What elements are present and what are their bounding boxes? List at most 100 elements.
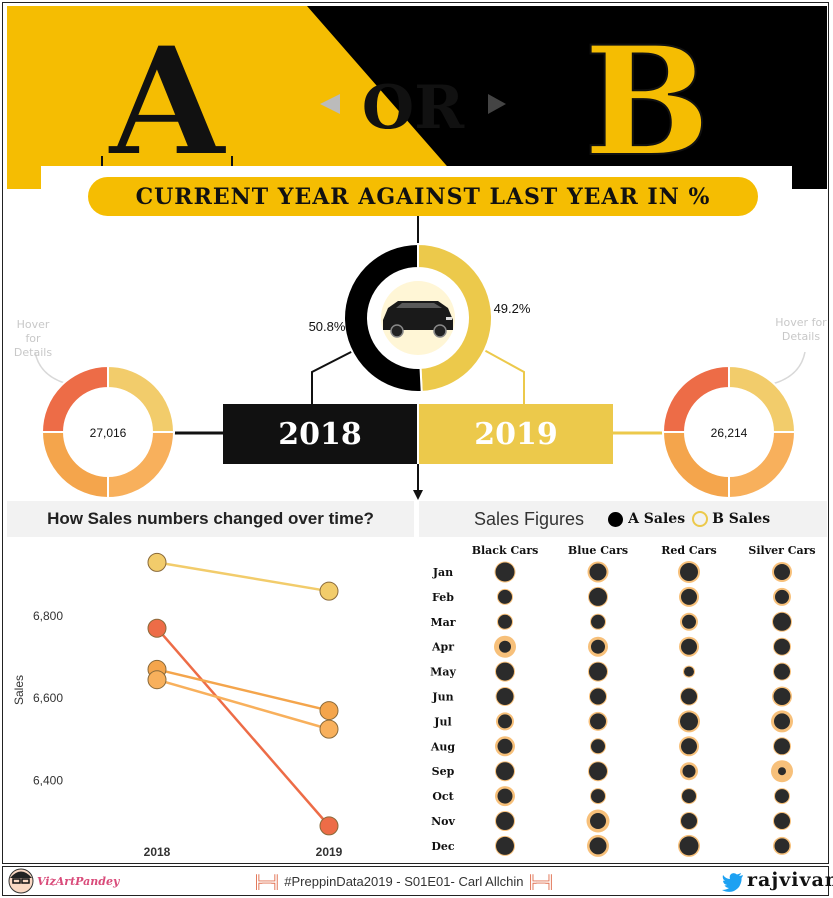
a-sales-dot[interactable] [775,589,789,604]
a-sales-dot[interactable] [773,612,791,631]
right-slice-1[interactable] [728,364,797,433]
a-sales-dot[interactable] [589,837,607,855]
a-sales-dot[interactable] [590,713,606,730]
a-sales-dot[interactable] [778,767,786,776]
series-point[interactable] [147,552,167,572]
a-sales-dot[interactable] [589,563,607,581]
a-sales-dot[interactable] [682,614,696,629]
series-point[interactable] [319,581,339,601]
connector-left [311,349,356,405]
month-label: Apr [431,641,454,654]
a-sales-dot[interactable] [679,836,699,856]
donut-area: 50.8% 49.2% 27,016 26,214 [34,216,806,500]
y-tick-label: 6,400 [33,774,63,788]
a-sales-dot[interactable] [680,563,698,581]
right-slice-3[interactable] [661,431,730,500]
right-total-value: 26,214 [711,426,748,440]
a-sales-dot[interactable] [498,714,512,729]
share-slice-a[interactable] [343,242,423,393]
a-sales-dot[interactable] [496,688,514,705]
a-sales-dot[interactable] [681,638,697,655]
a-sales-dot[interactable] [590,813,606,829]
a-sales-dot[interactable] [684,666,694,677]
dots-section-title: Sales Figures [474,508,585,529]
series-point[interactable] [319,719,339,739]
a-sales-dot[interactable] [496,812,514,830]
a-sales-dot[interactable] [591,614,605,629]
series-point[interactable] [319,701,339,721]
left-slice-4[interactable] [40,364,109,433]
month-label: Dec [431,840,455,853]
y-axis-label: Sales [12,675,26,705]
a-sales-dot[interactable] [774,713,790,730]
a-sales-dot[interactable] [591,789,605,804]
series-point[interactable] [319,816,339,836]
a-sales-dot[interactable] [589,587,607,606]
a-sales-dot[interactable] [499,640,511,653]
column-header: Red Cars [661,544,717,557]
a-sales-dot[interactable] [773,688,791,705]
share-donut-chart[interactable] [343,242,493,393]
a-sales-dot[interactable] [775,789,789,804]
sales-slope-chart: 6,400 6,600 6,800 Sales 2018 2019 [7,540,414,862]
hover-hint-arrow-right [767,351,806,386]
a-sales-dot[interactable] [589,762,607,781]
a-sales-dot[interactable] [682,764,696,778]
left-slice-1[interactable] [107,364,176,433]
a-sales-dot[interactable] [495,562,515,582]
twitter-handle[interactable]: rajvivan [747,869,833,891]
brand-avatar-icon [8,868,34,894]
series-line [156,678,330,731]
left-total-donut-chart[interactable] [40,364,176,500]
x-tick-label: 2019 [316,845,343,859]
month-label: Jun [431,691,453,704]
right-slice-2[interactable] [728,431,797,500]
legend-b-swatch [692,511,709,527]
a-sales-dot[interactable] [498,614,512,629]
a-sales-dot[interactable] [681,688,697,705]
sales-figures-dot-matrix: Black Cars Blue Cars Red Cars Silver Cars Ja… [430,544,816,857]
a-sales-dot[interactable] [680,712,698,731]
brand-name[interactable]: VizArtPandey [37,874,120,888]
a-sales-dot[interactable] [589,662,607,681]
share-a-label: 50.8% [309,319,346,334]
series-line [156,627,330,827]
a-sales-dot[interactable] [497,788,513,804]
a-sales-dot[interactable] [682,789,696,804]
left-slice-3[interactable] [40,431,109,500]
month-label: Sep [432,765,455,778]
column-header: Blue Cars [568,544,628,557]
month-label: Aug [430,740,456,753]
a-sales-dot[interactable] [591,639,605,654]
a-sales-dot[interactable] [496,836,514,855]
page-title: CURRENT YEAR AGAINST LAST YEAR IN % [88,177,758,216]
a-sales-dot[interactable] [590,688,606,705]
series-point[interactable] [147,670,167,690]
series-point[interactable] [147,618,167,638]
letter-b-ornament: B [583,13,712,189]
a-sales-dot[interactable] [681,813,697,829]
right-slice-4[interactable] [661,364,730,433]
a-sales-dot[interactable] [496,762,514,781]
month-label: Jan [432,566,453,579]
share-slice-b[interactable] [417,242,493,393]
hover-note-left: Hover for Details [13,318,53,359]
a-sales-dot[interactable] [774,738,790,755]
a-sales-dot[interactable] [498,589,512,604]
a-sales-dot[interactable] [774,838,790,854]
connector-right [483,349,525,405]
a-sales-dot[interactable] [774,638,790,655]
a-sales-dot[interactable] [774,663,790,680]
a-sales-dot[interactable] [774,564,790,580]
a-sales-dot[interactable] [591,739,605,754]
a-sales-dot[interactable] [497,738,513,754]
a-sales-dot[interactable] [681,738,697,755]
right-total-donut-chart[interactable] [661,364,797,500]
month-label: May [430,666,456,679]
a-sales-dot[interactable] [681,588,697,605]
twitter-bird-icon[interactable] [721,870,745,892]
a-sales-dot[interactable] [496,662,514,681]
a-sales-dot[interactable] [774,813,790,829]
column-header: Black Cars [472,544,539,557]
left-slice-2[interactable] [107,431,176,500]
